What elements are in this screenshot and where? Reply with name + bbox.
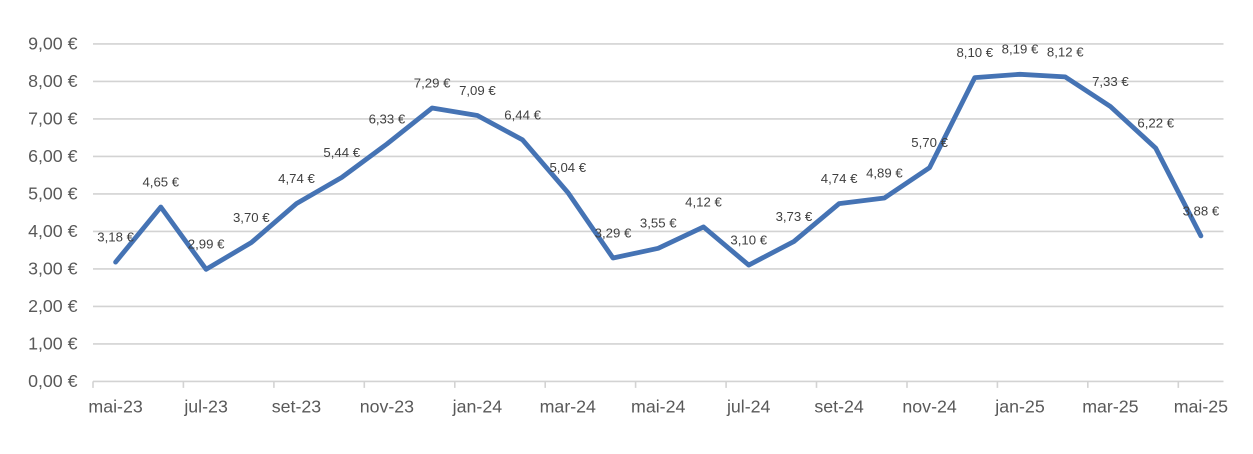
svg-text:9,00 €: 9,00 € [28,33,78,53]
svg-text:3,55 €: 3,55 € [640,216,677,231]
svg-text:5,70 €: 5,70 € [911,135,948,150]
svg-text:2,99 €: 2,99 € [188,237,225,252]
svg-text:4,89 €: 4,89 € [866,165,903,180]
svg-text:mai-23: mai-23 [88,397,142,417]
svg-text:7,09 €: 7,09 € [459,83,496,98]
svg-text:8,12 €: 8,12 € [1047,44,1084,59]
svg-text:4,74 €: 4,74 € [821,171,858,186]
svg-text:5,00 €: 5,00 € [28,183,78,203]
svg-text:4,12 €: 4,12 € [685,194,722,209]
svg-text:3,18 €: 3,18 € [97,230,134,245]
svg-text:3,00 €: 3,00 € [28,258,78,278]
svg-text:nov-24: nov-24 [902,397,956,417]
svg-text:4,74 €: 4,74 € [278,171,315,186]
svg-text:4,65 €: 4,65 € [142,174,179,189]
svg-text:3,29 €: 3,29 € [595,225,632,240]
svg-text:5,44 €: 5,44 € [323,145,360,160]
svg-text:7,29 €: 7,29 € [414,75,451,90]
svg-text:mai-24: mai-24 [631,397,685,417]
svg-text:6,22 €: 6,22 € [1137,116,1174,131]
svg-text:7,00 €: 7,00 € [28,108,78,128]
svg-text:jan-24: jan-24 [452,397,503,417]
svg-text:5,04 €: 5,04 € [549,160,586,175]
svg-text:3,73 €: 3,73 € [776,209,813,224]
svg-text:8,00 €: 8,00 € [28,71,78,91]
svg-text:jul-23: jul-23 [183,397,228,417]
svg-text:6,44 €: 6,44 € [504,107,541,122]
svg-text:jul-24: jul-24 [726,397,771,417]
svg-text:8,10 €: 8,10 € [956,45,993,60]
svg-text:6,00 €: 6,00 € [28,146,78,166]
svg-text:set-24: set-24 [814,397,864,417]
svg-text:0,00 €: 0,00 € [28,371,78,391]
svg-text:8,19 €: 8,19 € [1002,42,1039,57]
svg-text:1,00 €: 1,00 € [28,333,78,353]
svg-text:nov-23: nov-23 [360,397,414,417]
svg-text:4,00 €: 4,00 € [28,221,78,241]
svg-text:3,10 €: 3,10 € [730,233,767,248]
svg-text:mai-25: mai-25 [1174,397,1228,417]
svg-text:7,33 €: 7,33 € [1092,74,1129,89]
svg-text:3,88 €: 3,88 € [1183,203,1220,218]
svg-text:jan-25: jan-25 [994,397,1045,417]
svg-text:mar-25: mar-25 [1082,397,1138,417]
svg-text:2,00 €: 2,00 € [28,296,78,316]
svg-text:3,70 €: 3,70 € [233,210,270,225]
svg-text:set-23: set-23 [272,397,322,417]
svg-text:6,33 €: 6,33 € [369,111,406,126]
svg-text:mar-24: mar-24 [540,397,596,417]
